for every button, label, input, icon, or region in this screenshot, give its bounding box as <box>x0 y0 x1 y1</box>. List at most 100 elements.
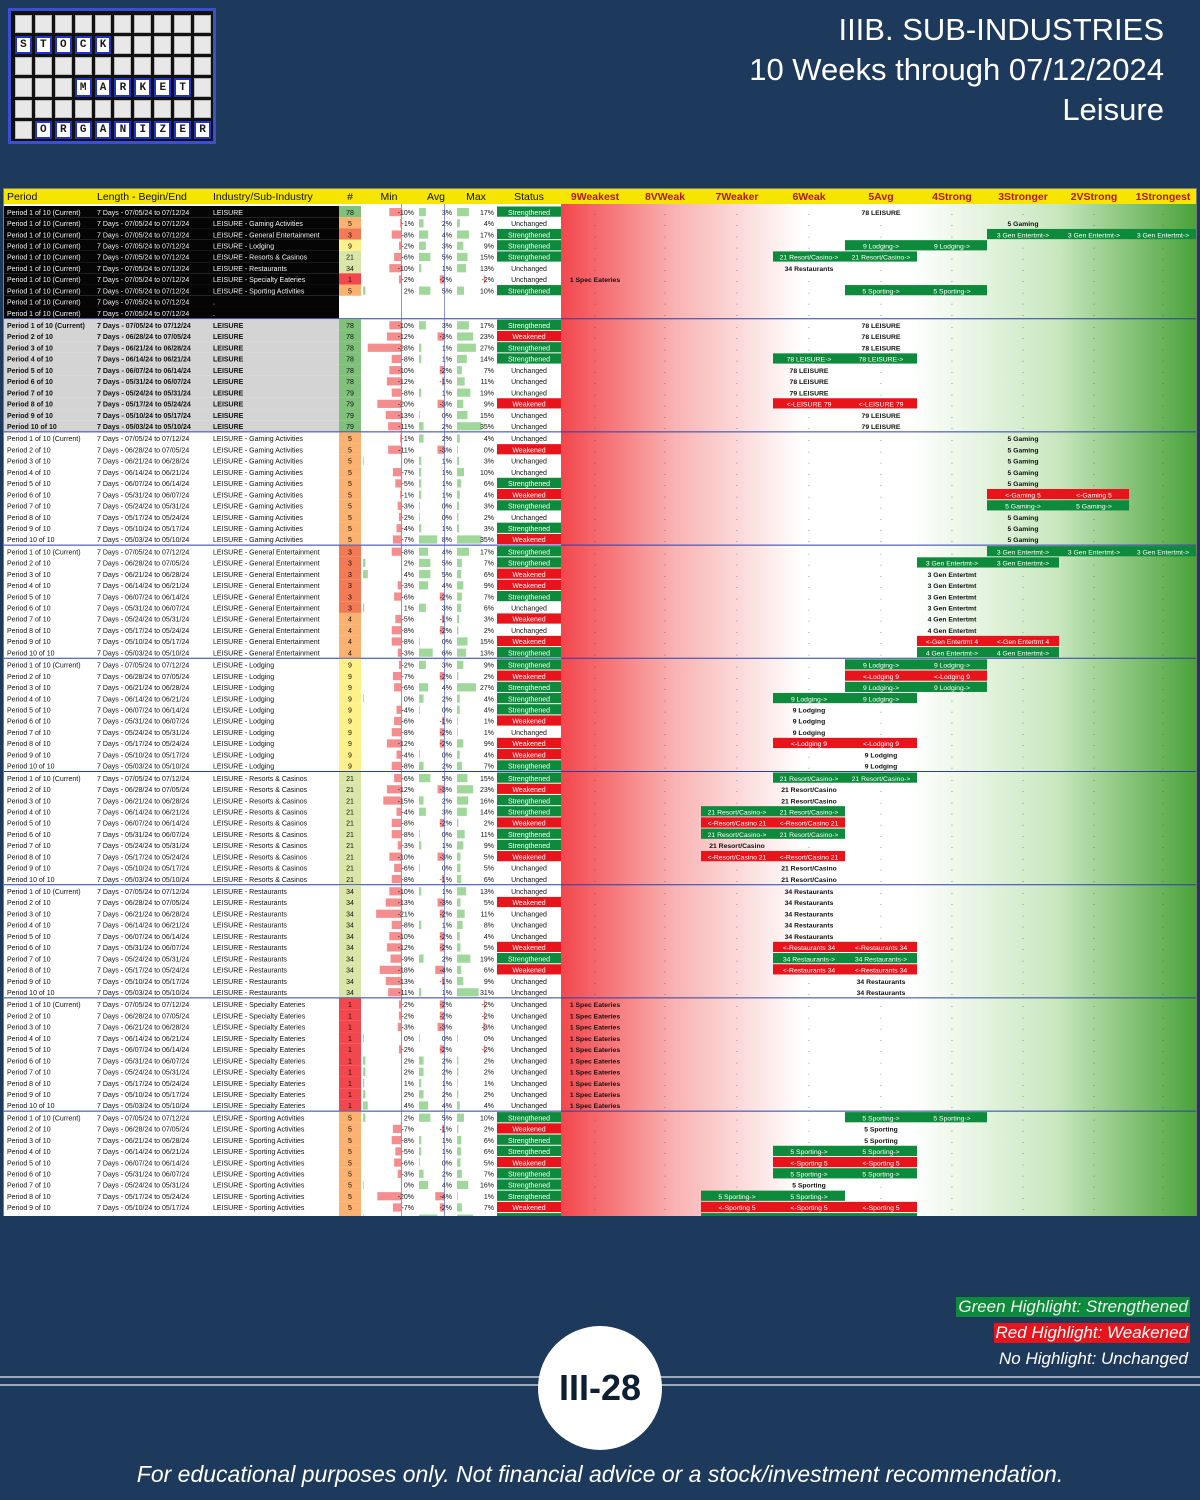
avg-bar <box>419 343 422 352</box>
avg-value: 1% <box>442 843 452 850</box>
strength-dot: . <box>736 572 738 579</box>
strength-label: 5 Sporting-> <box>718 1194 755 1201</box>
max-value: 6% <box>484 968 494 975</box>
strength-dot: . <box>664 1025 666 1032</box>
strength-dot: . <box>736 696 738 703</box>
logo-tile <box>194 57 211 76</box>
column-header: # <box>347 191 353 203</box>
max-value: 1% <box>484 719 494 726</box>
strength-cell <box>845 240 917 251</box>
max-bar <box>457 818 459 828</box>
strength-dot: . <box>594 606 596 613</box>
count-value: 78 <box>346 368 354 375</box>
column-header: 8VWeak <box>645 191 685 203</box>
strength-dot: . <box>880 515 882 522</box>
strength-cell <box>845 964 917 975</box>
avg-bar <box>419 479 422 488</box>
min-bar <box>400 490 402 499</box>
logo-tile <box>134 36 152 55</box>
industry-name: LEISURE - General Entertainment <box>213 639 320 646</box>
summary-row-band <box>3 284 339 296</box>
strength-dot: . <box>594 232 596 239</box>
count-cell <box>339 1054 361 1066</box>
strength-dot: . <box>1162 413 1164 420</box>
count-cell <box>339 1043 361 1055</box>
strength-dot: . <box>1093 459 1095 466</box>
status-cell <box>497 783 561 794</box>
strength-label: 9 Lodging-> <box>863 243 899 250</box>
date-range: 7 Days - 06/21/24 to 06/28/24 <box>97 911 189 918</box>
strength-dot: . <box>664 832 666 839</box>
strength-dot: . <box>664 617 666 624</box>
count-value: 9 <box>348 764 352 771</box>
min-value: -21% <box>398 911 414 918</box>
industry-name: LEISURE <box>213 210 243 217</box>
min-value: -11% <box>398 990 414 997</box>
status-value: Strengthened <box>508 696 550 703</box>
strength-dot: . <box>808 447 810 454</box>
strength-dot: . <box>736 685 738 692</box>
max-value: 23% <box>480 334 494 341</box>
status-value: Unchanged <box>511 277 547 284</box>
max-bar <box>457 614 460 624</box>
strength-cell <box>773 398 845 409</box>
min-bar <box>397 648 402 657</box>
date-range: 7 Days - 05/03/24 to 05/10/24 <box>97 650 189 657</box>
date-range: 7 Days - 06/07/24 to 06/14/24 <box>97 1160 189 1167</box>
count-cell <box>339 692 361 704</box>
max-value: 11% <box>481 911 495 918</box>
avg-value: 5% <box>442 572 452 579</box>
strength-dot: . <box>664 277 666 284</box>
strength-dot: . <box>951 1013 953 1020</box>
count-value: 21 <box>346 832 354 839</box>
count-cell <box>339 206 361 218</box>
strength-label: 34 Restaurants <box>785 911 834 918</box>
strength-dot: . <box>736 300 738 307</box>
avg-bar <box>419 558 431 568</box>
status-value: Strengthened <box>508 232 550 239</box>
strength-dot: . <box>1022 357 1024 364</box>
count-cell <box>339 590 361 602</box>
strength-label: 21 Resort/Casino-> <box>852 776 911 783</box>
max-value: 2% <box>484 1127 494 1134</box>
period-label: Period 4 of 10 <box>7 923 51 930</box>
max-bar <box>457 626 459 635</box>
min-value: -6% <box>402 719 414 726</box>
strength-dot: . <box>594 1172 596 1179</box>
count-value: 5 <box>348 1115 352 1122</box>
strength-label: <-Sporting 5 <box>790 1205 827 1212</box>
period-label: Period 10 of 10 <box>7 764 55 771</box>
strength-dot: . <box>1162 221 1164 228</box>
strength-dot: . <box>1162 334 1164 341</box>
strength-dot: . <box>664 1115 666 1122</box>
strength-dot: . <box>808 300 810 307</box>
min-bar <box>391 728 402 737</box>
min-bar <box>363 1078 365 1088</box>
max-value: 15% <box>480 639 494 646</box>
count-value: 5 <box>348 1183 352 1190</box>
strength-dot: . <box>1093 368 1095 375</box>
strength-dot: . <box>951 492 953 499</box>
min-value: -6% <box>402 866 414 873</box>
count-value: 34 <box>346 956 354 963</box>
min-value: -7% <box>402 1205 414 1212</box>
status-cell <box>497 285 561 296</box>
count-value: 1 <box>348 277 352 284</box>
strength-dot: . <box>664 436 666 443</box>
strength-label: 3 Gen Entertmt-> <box>997 232 1049 239</box>
avg-value: 3% <box>442 606 452 613</box>
strength-dot: . <box>664 663 666 670</box>
strength-dot: . <box>1093 776 1095 783</box>
strength-cell <box>917 670 987 681</box>
status-cell <box>497 500 561 511</box>
count-cell <box>339 850 361 862</box>
strength-dot: . <box>1022 923 1024 930</box>
avg-bar <box>419 208 426 217</box>
logo-tile <box>114 57 132 76</box>
date-range: 7 Days - 06/07/24 to 06/14/24 <box>97 1047 189 1054</box>
strength-cell <box>845 1213 917 1216</box>
period-label: Period 6 of 10 <box>7 492 51 499</box>
strength-label: 3 Gen Entertmt <box>928 594 977 601</box>
count-value: 5 <box>348 459 352 466</box>
min-value: -4% <box>402 809 414 816</box>
